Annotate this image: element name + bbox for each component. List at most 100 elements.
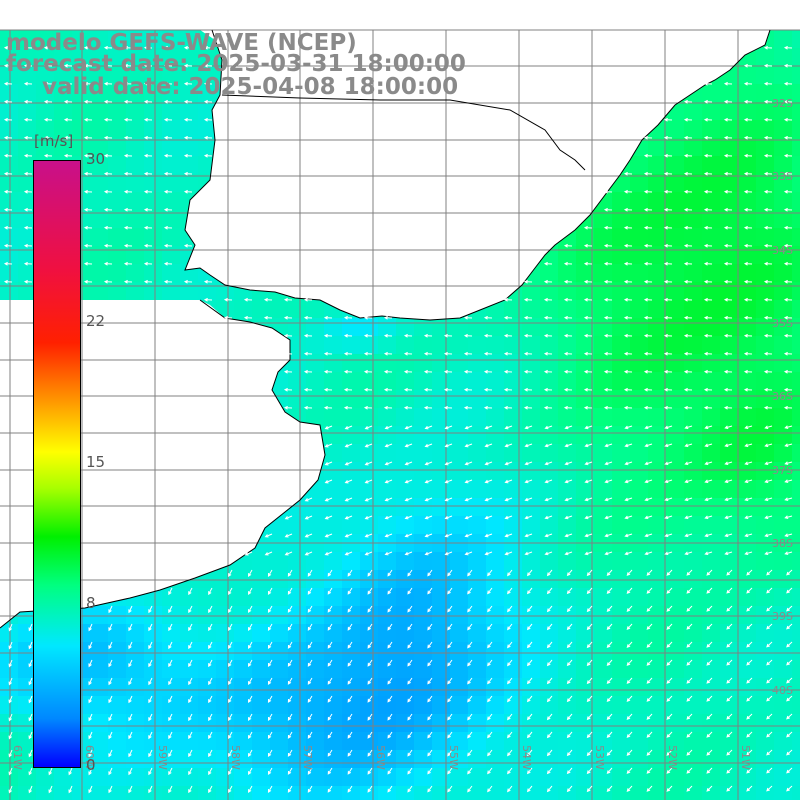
wind-arrow bbox=[623, 189, 633, 194]
wind-arrow bbox=[404, 497, 413, 502]
wind-speed-cell bbox=[360, 768, 378, 786]
wind-arrow bbox=[704, 515, 713, 520]
wind-arrow bbox=[148, 749, 153, 758]
wind-arrow bbox=[544, 479, 553, 484]
wind-speed-cell bbox=[486, 318, 504, 336]
wind-speed-cell bbox=[468, 552, 486, 570]
wind-arrow bbox=[367, 767, 373, 775]
wind-arrow bbox=[183, 279, 193, 284]
wind-speed-cell bbox=[630, 624, 648, 642]
wind-speed-cell bbox=[180, 714, 198, 732]
wind-arrow bbox=[148, 713, 153, 722]
wind-speed-cell bbox=[432, 372, 450, 390]
wind-arrow bbox=[3, 207, 13, 212]
wind-arrow bbox=[307, 731, 313, 739]
wind-speed-cell bbox=[738, 138, 756, 156]
wind-arrow bbox=[526, 749, 533, 757]
wind-speed-cell bbox=[378, 336, 396, 354]
wind-speed-cell bbox=[414, 462, 432, 480]
wind-speed-cell bbox=[666, 588, 684, 606]
wind-arrow bbox=[743, 135, 753, 140]
wind-arrow bbox=[427, 713, 433, 721]
wind-speed-cell bbox=[180, 138, 198, 156]
wind-speed-cell bbox=[216, 678, 234, 696]
wind-arrow bbox=[786, 731, 793, 738]
wind-arrow bbox=[663, 117, 673, 122]
wind-speed-cell bbox=[198, 138, 216, 156]
wind-arrow bbox=[208, 623, 213, 632]
wind-arrow bbox=[703, 297, 713, 302]
wind-arrow bbox=[663, 135, 673, 140]
wind-arrow bbox=[387, 767, 393, 775]
wind-arrow bbox=[327, 731, 333, 739]
wind-speed-cell bbox=[90, 156, 108, 174]
wind-speed-cell bbox=[198, 642, 216, 660]
wind-arrow bbox=[323, 387, 333, 392]
wind-speed-cell bbox=[612, 282, 630, 300]
wind-speed-cell bbox=[414, 678, 432, 696]
wind-speed-cell bbox=[54, 786, 72, 800]
wind-arrow bbox=[123, 63, 133, 68]
wind-arrow bbox=[626, 749, 633, 756]
wind-speed-cell bbox=[666, 768, 684, 786]
wind-speed-cell bbox=[162, 102, 180, 120]
wind-arrow bbox=[363, 387, 373, 392]
wind-speed-cell bbox=[540, 372, 558, 390]
wind-arrow bbox=[427, 767, 433, 775]
wind-speed-cell bbox=[558, 282, 576, 300]
wind-speed-cell bbox=[576, 444, 594, 462]
wind-speed-cell bbox=[468, 354, 486, 372]
wind-arrow bbox=[403, 351, 413, 356]
wind-speed-cell bbox=[756, 516, 774, 534]
wind-arrow bbox=[604, 461, 613, 466]
wind-speed-cell bbox=[324, 606, 342, 624]
wind-arrow bbox=[324, 551, 333, 556]
wind-speed-cell bbox=[774, 210, 792, 228]
wind-speed-cell bbox=[702, 372, 720, 390]
wind-speed-cell bbox=[468, 444, 486, 462]
wind-arrow bbox=[123, 81, 133, 86]
wind-arrow bbox=[746, 731, 753, 738]
wind-arrow bbox=[183, 153, 193, 158]
wind-speed-cell bbox=[612, 354, 630, 372]
wind-speed-cell bbox=[558, 354, 576, 372]
wind-speed-cell bbox=[468, 696, 486, 714]
wind-speed-cell bbox=[720, 696, 738, 714]
wind-arrow bbox=[103, 189, 113, 194]
wind-arrow bbox=[267, 731, 273, 739]
wind-arrow bbox=[108, 731, 113, 740]
wind-arrow bbox=[8, 641, 13, 650]
wind-speed-cell bbox=[54, 48, 72, 66]
wind-arrow bbox=[507, 785, 513, 793]
wind-speed-cell bbox=[756, 336, 774, 354]
wind-arrow bbox=[427, 605, 433, 613]
wind-speed-cell bbox=[684, 318, 702, 336]
wind-speed-cell bbox=[720, 678, 738, 696]
wind-speed-cell bbox=[0, 228, 18, 246]
wind-arrow bbox=[447, 677, 453, 685]
wind-arrow bbox=[307, 569, 313, 577]
wind-speed-cell bbox=[144, 102, 162, 120]
wind-arrow bbox=[763, 117, 773, 122]
wind-arrow bbox=[746, 677, 753, 684]
wind-arrow bbox=[663, 243, 673, 248]
wind-speed-cell bbox=[0, 624, 18, 642]
wind-arrow bbox=[108, 605, 113, 614]
wind-arrow bbox=[8, 749, 13, 758]
wind-speed-cell bbox=[702, 750, 720, 768]
wind-arrow bbox=[287, 749, 293, 757]
wind-arrow bbox=[8, 677, 13, 686]
wind-speed-cell bbox=[162, 210, 180, 228]
wind-speed-cell bbox=[360, 318, 378, 336]
longitude-label: 55W bbox=[447, 745, 460, 770]
wind-speed-cell bbox=[414, 426, 432, 444]
wind-arrow bbox=[586, 731, 593, 739]
wind-arrow bbox=[723, 153, 733, 158]
wind-arrow bbox=[763, 135, 773, 140]
wind-arrow bbox=[706, 695, 713, 702]
wind-speed-cell bbox=[90, 624, 108, 642]
wind-arrow bbox=[563, 333, 573, 338]
wind-arrow bbox=[28, 749, 33, 758]
wind-speed-cell bbox=[324, 444, 342, 462]
wind-speed-cell bbox=[126, 660, 144, 678]
